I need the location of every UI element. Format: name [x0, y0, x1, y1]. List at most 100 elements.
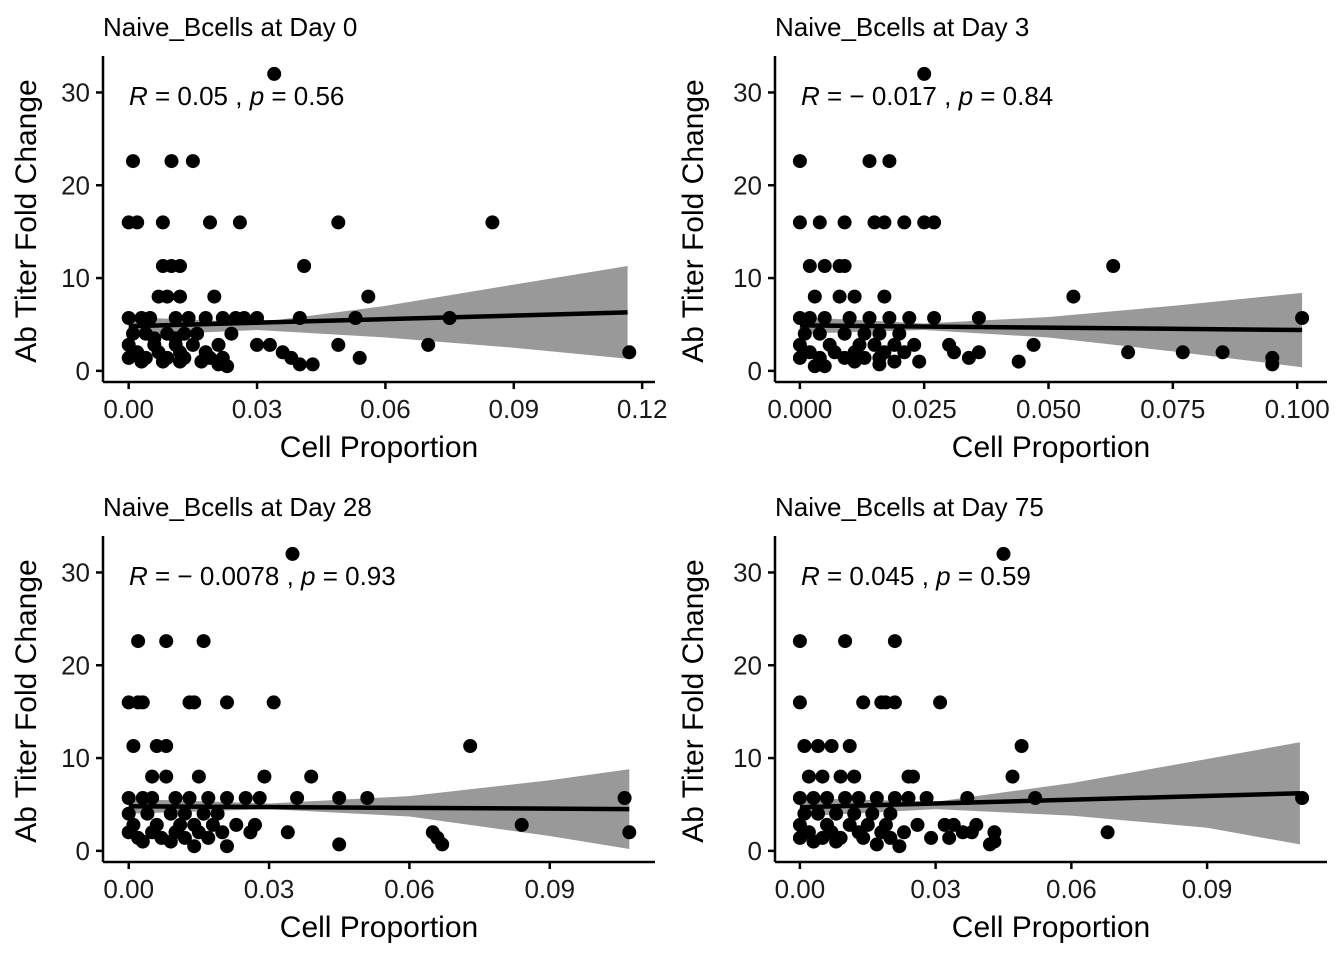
- data-point: [838, 634, 853, 649]
- data-point: [811, 739, 825, 753]
- data-point: [201, 830, 216, 845]
- data-point: [942, 830, 957, 845]
- data-point: [201, 791, 216, 805]
- x-tick-label: 0.12: [617, 394, 668, 424]
- data-point: [867, 215, 882, 230]
- x-tick-label: 0.00: [103, 394, 154, 424]
- y-tick-label: 20: [61, 650, 90, 680]
- y-tick-label: 30: [733, 77, 762, 107]
- stat-p-value: = 0.93: [315, 561, 395, 591]
- data-point: [882, 311, 897, 325]
- data-point: [815, 769, 830, 784]
- data-point: [205, 817, 220, 832]
- data-point: [817, 259, 832, 273]
- data-point: [185, 154, 200, 169]
- data-point: [917, 66, 932, 81]
- data-point: [177, 830, 192, 845]
- x-tick-label: 0.03: [244, 874, 295, 904]
- data-point: [802, 259, 817, 273]
- data-point: [872, 326, 887, 341]
- data-point: [617, 791, 632, 805]
- correlation-annotation: R = 0.05 , p = 0.56: [129, 81, 344, 111]
- scatter-panel-2: Naive_Bcells at Day 28 0.00 0.03 0.06 0.09 0 1…: [10, 492, 655, 944]
- x-tick-label: 0.025: [892, 394, 957, 424]
- data-point: [792, 311, 807, 325]
- stat-r-symbol: R: [801, 81, 820, 111]
- data-point: [126, 326, 140, 341]
- data-point: [210, 806, 225, 821]
- confidence-band: [128, 266, 628, 359]
- data-point: [820, 791, 834, 805]
- data-point: [792, 634, 807, 649]
- data-point: [812, 215, 827, 230]
- data-point: [304, 769, 319, 784]
- data-point: [792, 350, 807, 365]
- data-point: [907, 337, 922, 352]
- data-point: [902, 311, 917, 325]
- data-point: [892, 326, 907, 341]
- data-point: [867, 337, 882, 352]
- stat-p-value: = 0.59: [951, 561, 1031, 591]
- data-point: [856, 695, 871, 710]
- regression-line: [799, 323, 1303, 333]
- stat-sep: ,: [914, 561, 928, 591]
- data-point: [933, 695, 948, 710]
- data-point: [207, 289, 222, 304]
- data-point: [802, 311, 817, 325]
- data-point: [856, 830, 871, 845]
- stat-sep: ,: [228, 81, 242, 111]
- data-point: [173, 354, 187, 369]
- data-point: [463, 739, 478, 753]
- y-tick-label: 0: [76, 356, 90, 386]
- x-tick-label: 0.075: [1140, 394, 1205, 424]
- data-point: [173, 259, 187, 273]
- x-tick-label: 0.09: [1182, 874, 1233, 904]
- data-point: [220, 695, 234, 710]
- x-axis-label: Cell Proportion: [280, 911, 478, 944]
- data-point: [837, 215, 852, 230]
- data-point: [135, 834, 150, 849]
- data-point: [847, 769, 862, 784]
- data-point: [883, 830, 898, 845]
- x-tick-label: 0.03: [232, 394, 283, 424]
- data-point: [224, 326, 239, 341]
- data-point: [1295, 311, 1310, 325]
- stat-r-value: = − 0.0078: [148, 561, 280, 591]
- data-point: [882, 154, 897, 169]
- data-point: [285, 546, 300, 561]
- data-point: [897, 215, 912, 230]
- data-point: [514, 817, 529, 832]
- data-point: [352, 350, 367, 365]
- data-point: [435, 837, 450, 852]
- data-point: [215, 825, 230, 840]
- data-point: [792, 695, 807, 710]
- data-point: [887, 695, 902, 710]
- data-point: [862, 154, 877, 169]
- panel-title: Naive_Bcells at Day 75: [775, 492, 1044, 522]
- data-point: [817, 311, 832, 325]
- data-point: [220, 839, 234, 854]
- data-point: [847, 289, 862, 304]
- data-point: [181, 311, 196, 325]
- data-point: [996, 546, 1011, 561]
- data-point: [897, 825, 911, 840]
- data-point: [792, 215, 807, 230]
- scatter-panel-3: Naive_Bcells at Day 75 0.00 0.03 0.06 0.09 0 1…: [677, 492, 1327, 944]
- data-point: [806, 834, 821, 849]
- data-point: [1121, 345, 1136, 360]
- data-point: [1106, 259, 1121, 273]
- data-point: [121, 806, 136, 821]
- data-point: [887, 791, 902, 805]
- data-point: [897, 345, 912, 360]
- data-point: [912, 354, 927, 369]
- data-point: [140, 806, 155, 821]
- data-point: [238, 791, 253, 805]
- panel-title: Naive_Bcells at Day 3: [775, 12, 1029, 42]
- data-point: [987, 834, 1002, 849]
- x-tick-label: 0.00: [775, 874, 826, 904]
- data-point: [924, 830, 939, 845]
- data-point: [801, 769, 816, 784]
- x-tick-label: 0.050: [1016, 394, 1081, 424]
- data-point: [842, 739, 857, 753]
